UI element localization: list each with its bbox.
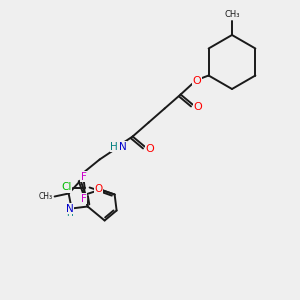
Text: F: F [81,172,87,182]
Text: CH₃: CH₃ [38,192,52,201]
Text: O: O [193,101,202,112]
Text: F: F [81,194,87,203]
Text: CH₃: CH₃ [224,10,240,19]
Text: Cl: Cl [61,182,72,193]
Text: N: N [66,203,74,214]
Text: O: O [94,184,103,194]
Text: O: O [145,143,154,154]
Text: H: H [66,209,73,218]
Text: H: H [110,142,118,152]
Text: N: N [118,142,126,152]
Text: O: O [192,76,201,85]
